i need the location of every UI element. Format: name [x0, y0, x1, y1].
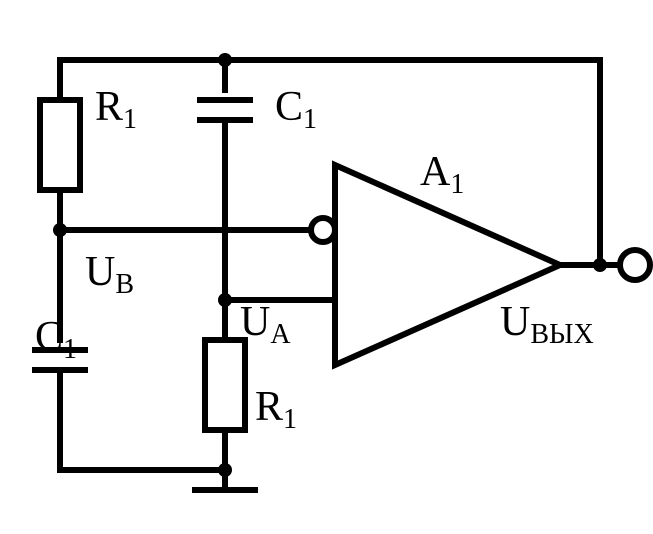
- node-out-fb: [593, 258, 607, 272]
- label-C1-bot: C1: [35, 314, 77, 365]
- R1-bot: [205, 340, 245, 430]
- R1-top: [40, 100, 80, 190]
- node-UA: [218, 293, 232, 307]
- node-top-mid: [218, 53, 232, 67]
- label-A1: A1: [420, 149, 464, 200]
- opamp-oscillator-schematic: R1C1UBC1UAR1A1UВЫХ: [0, 0, 653, 534]
- output-terminal: [620, 250, 650, 280]
- label-Uout: UВЫХ: [500, 299, 594, 350]
- label-R1-top: R1: [95, 84, 137, 135]
- node-UB: [53, 223, 67, 237]
- inv-bubble: [311, 218, 335, 242]
- label-UB: UB: [85, 249, 134, 300]
- label-UA: UA: [240, 299, 291, 350]
- label-R1-bot: R1: [255, 384, 297, 435]
- node-gnd: [218, 463, 232, 477]
- label-C1-top: C1: [275, 84, 317, 135]
